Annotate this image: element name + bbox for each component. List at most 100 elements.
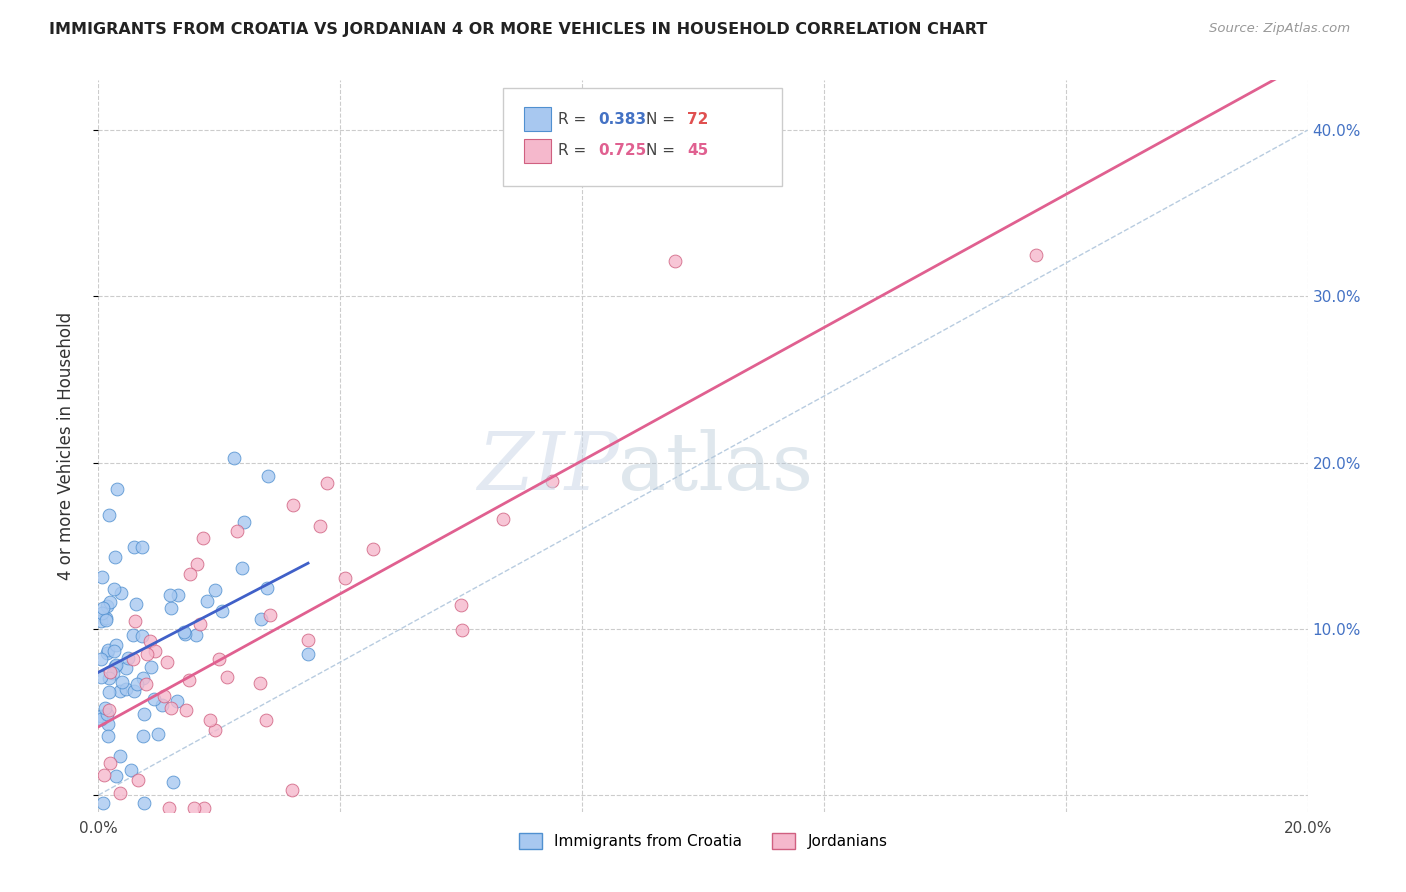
Point	[195, 594, 218, 608]
Point	[131, 671, 153, 685]
Point	[153, 689, 176, 703]
Point	[222, 451, 245, 466]
Text: 72: 72	[688, 112, 709, 127]
Text: IMMIGRANTS FROM CROATIA VS JORDANIAN 4 OR MORE VEHICLES IN HOUSEHOLD CORRELATION: IMMIGRANTS FROM CROATIA VS JORDANIAN 4 O…	[49, 22, 987, 37]
Point	[150, 698, 173, 712]
Point	[124, 614, 146, 628]
Point	[297, 632, 319, 647]
Point	[146, 726, 169, 740]
Point	[122, 652, 145, 666]
Point	[131, 629, 153, 643]
Point	[97, 729, 120, 743]
Text: R =: R =	[558, 112, 591, 127]
Point	[664, 253, 686, 268]
Point	[259, 607, 281, 622]
Point	[124, 540, 146, 554]
Point	[211, 604, 233, 618]
Point	[1024, 248, 1046, 262]
Point	[132, 730, 155, 744]
Point	[281, 783, 304, 797]
Point	[231, 561, 253, 575]
Point	[108, 748, 131, 763]
Point	[122, 684, 145, 698]
Point	[226, 524, 249, 538]
Text: N =: N =	[647, 112, 681, 127]
Point	[107, 483, 129, 497]
Point	[136, 647, 159, 661]
Point	[104, 549, 127, 564]
Point	[249, 675, 271, 690]
Point	[450, 598, 472, 612]
Point	[450, 623, 472, 637]
Point	[101, 666, 124, 681]
Point	[143, 692, 166, 706]
Point	[250, 612, 273, 626]
Point	[233, 516, 256, 530]
Point	[105, 769, 128, 783]
Point	[115, 682, 138, 697]
Point	[257, 469, 280, 483]
Point	[98, 508, 121, 522]
Point	[204, 583, 226, 598]
Point	[98, 665, 121, 680]
Point	[93, 768, 115, 782]
Point	[98, 594, 121, 608]
Point	[104, 638, 127, 652]
Point	[166, 693, 188, 707]
Point	[96, 599, 118, 613]
Point	[104, 657, 127, 672]
Point	[157, 801, 180, 815]
Point	[97, 703, 120, 717]
Point	[97, 717, 120, 731]
Point	[132, 706, 155, 721]
Point	[297, 647, 319, 661]
Point	[193, 801, 215, 815]
Text: ZIP: ZIP	[477, 429, 619, 507]
Point	[125, 597, 148, 611]
Point	[98, 685, 121, 699]
Point	[96, 646, 118, 660]
Point	[121, 763, 143, 777]
Point	[125, 677, 148, 691]
Point	[316, 475, 339, 490]
Point	[190, 616, 212, 631]
Point	[96, 707, 118, 722]
Point	[173, 626, 195, 640]
Point	[134, 797, 156, 811]
Point	[492, 512, 515, 526]
Point	[308, 519, 330, 533]
Point	[90, 652, 112, 666]
Point	[179, 673, 201, 687]
Point	[333, 571, 356, 585]
Point	[174, 703, 197, 717]
Text: N =: N =	[647, 143, 681, 158]
Bar	[524, 107, 551, 131]
Point	[91, 797, 114, 811]
Point	[90, 712, 112, 726]
Point	[108, 786, 131, 800]
Point	[94, 613, 117, 627]
Point	[135, 677, 157, 691]
Point	[540, 474, 562, 488]
Point	[191, 532, 214, 546]
Point	[363, 542, 385, 557]
Point	[200, 713, 222, 727]
Point	[94, 610, 117, 624]
Point	[110, 684, 132, 698]
Point	[117, 650, 139, 665]
Point	[139, 660, 162, 674]
Point	[90, 607, 112, 621]
Point	[93, 601, 115, 615]
Point	[131, 540, 153, 554]
Point	[256, 582, 278, 596]
Point	[156, 655, 179, 669]
Point	[122, 627, 145, 641]
Point	[204, 723, 226, 737]
Y-axis label: 4 or more Vehicles in Household: 4 or more Vehicles in Household	[56, 312, 75, 580]
Text: 45: 45	[688, 143, 709, 158]
Point	[254, 713, 277, 727]
Point	[145, 644, 167, 658]
Point	[97, 643, 120, 657]
Point	[103, 582, 125, 596]
Point	[127, 773, 149, 788]
